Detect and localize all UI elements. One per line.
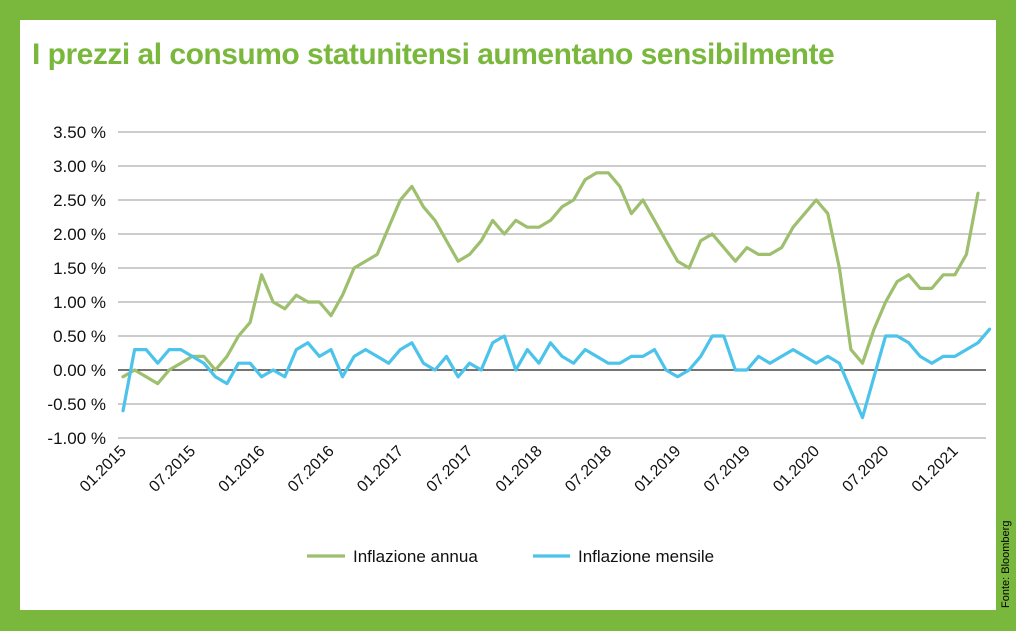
chart-panel: I prezzi al consumo statunitensi aumenta… xyxy=(20,20,996,610)
x-tick-label: 07.2017 xyxy=(424,443,477,496)
y-axis-ticks: 3.50 % 3.00 % 2.50 % 2.00 % 1.50 % 1.00 % 0.50… xyxy=(47,123,106,448)
legend-item-monthly-label: Inflazione mensile xyxy=(578,547,714,566)
y-tick-label: 3.00 % xyxy=(53,157,106,176)
legend: Inflazione annua Inflazione mensile xyxy=(307,547,714,566)
series-line-annual xyxy=(121,171,980,386)
x-tick-label: 01.2017 xyxy=(354,443,407,496)
y-tick-label: -0.50 % xyxy=(47,395,106,414)
line-chart: 3.50 % 3.00 % 2.50 % 2.00 % 1.50 % 1.00 % 0.50… xyxy=(47,123,992,566)
x-tick-label: 01.2016 xyxy=(216,443,269,496)
x-tick-label: 01.2015 xyxy=(77,443,130,496)
y-tick-label: 2.00 % xyxy=(53,225,106,244)
series-line-monthly xyxy=(121,327,992,420)
x-tick-label: 01.2020 xyxy=(770,443,823,496)
y-tick-label: 1.00 % xyxy=(53,293,106,312)
x-axis-ticks: 01.2015 07.2015 01.2016 07.2016 01.2017 07.20… xyxy=(77,443,962,496)
y-tick-label: 3.50 % xyxy=(53,123,106,142)
series-lines xyxy=(121,171,992,420)
x-tick-label: 01.2018 xyxy=(493,443,546,496)
y-tick-label: 1.50 % xyxy=(53,259,106,278)
chart-title: I prezzi al consumo statunitensi aumenta… xyxy=(32,38,835,71)
y-tick-label: 0.50 % xyxy=(53,327,106,346)
y-tick-label: -1.00 % xyxy=(47,429,106,448)
x-tick-label: 07.2018 xyxy=(562,443,615,496)
y-tick-label: 0.00 % xyxy=(53,361,106,380)
gridlines xyxy=(118,131,986,439)
x-tick-label: 01.2019 xyxy=(632,443,685,496)
x-tick-label: 07.2020 xyxy=(839,443,892,496)
x-tick-label: 07.2015 xyxy=(146,443,199,496)
x-tick-label: 07.2016 xyxy=(285,443,338,496)
x-tick-label: 07.2019 xyxy=(701,443,754,496)
source-note: Fonte: Bloomberg xyxy=(1000,520,1012,608)
x-tick-label: 01.2021 xyxy=(909,443,962,496)
y-tick-label: 2.50 % xyxy=(53,191,106,210)
legend-item-annual-label: Inflazione annua xyxy=(353,547,478,566)
